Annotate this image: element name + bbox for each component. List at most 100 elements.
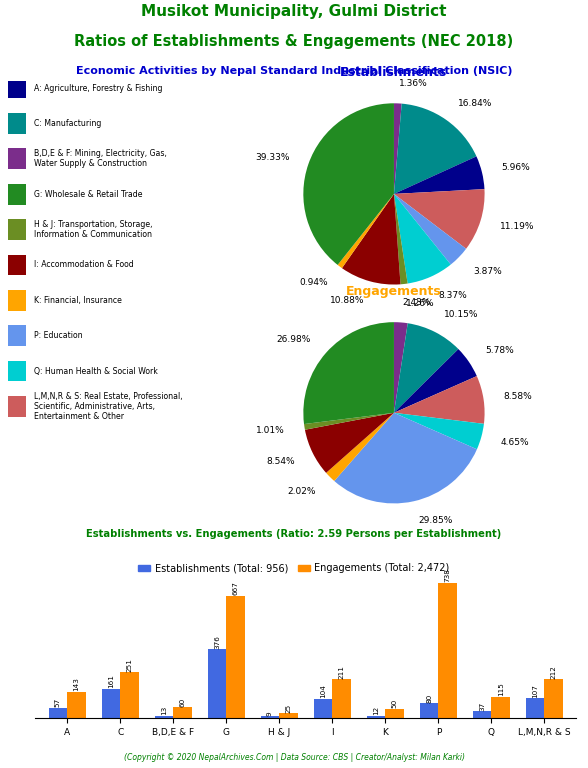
Text: 39.33%: 39.33% [255,153,289,162]
Text: Q: Human Health & Social Work: Q: Human Health & Social Work [34,366,158,376]
Bar [67,692,86,718]
Text: 60: 60 [179,697,185,707]
Text: (Copyright © 2020 NepalArchives.Com | Data Source: CBS | Creator/Analyst: Milan : (Copyright © 2020 NepalArchives.Com | Da… [123,753,465,762]
Text: 13: 13 [161,706,167,715]
Bar [332,680,351,718]
Bar [314,699,332,718]
Text: C: Manufacturing: C: Manufacturing [34,119,102,128]
Text: 8.54%: 8.54% [266,457,295,466]
Text: B,D,E & F: Mining, Electricity, Gas,
Water Supply & Construction: B,D,E & F: Mining, Electricity, Gas, Wat… [34,149,167,168]
Text: 16.84%: 16.84% [457,99,492,108]
Text: 37: 37 [479,701,485,710]
Wedge shape [394,349,477,413]
Text: L,M,N,R & S: Real Estate, Professional,
Scientific, Administrative, Arts,
Entert: L,M,N,R & S: Real Estate, Professional, … [34,392,183,422]
Text: Establishments vs. Engagements (Ratio: 2.59 Persons per Establishment): Establishments vs. Engagements (Ratio: 2… [86,529,502,539]
Text: 8.58%: 8.58% [503,392,532,401]
Text: P: Education: P: Education [34,331,83,340]
Wedge shape [394,413,484,449]
Bar [226,596,245,718]
Text: 0.94%: 0.94% [299,278,328,287]
Bar [155,716,173,718]
Wedge shape [394,194,407,284]
Wedge shape [303,323,394,424]
Bar [120,672,139,718]
Text: 738: 738 [445,568,450,582]
Text: 5.96%: 5.96% [502,163,530,172]
Text: 26.98%: 26.98% [277,335,311,344]
Text: 10.88%: 10.88% [330,296,365,305]
Text: 80: 80 [426,694,432,703]
Text: 376: 376 [214,634,220,649]
Text: 212: 212 [551,665,557,679]
Bar [102,689,120,718]
Text: G: Wholesale & Retail Trade: G: Wholesale & Retail Trade [34,190,143,199]
Text: 9: 9 [267,711,273,716]
Wedge shape [394,376,485,424]
Bar [473,711,492,718]
Wedge shape [305,413,394,473]
Wedge shape [334,413,477,503]
Text: A: Agriculture, Forestry & Fishing: A: Agriculture, Forestry & Fishing [34,84,163,92]
Text: 8.37%: 8.37% [439,290,467,300]
Text: 1.26%: 1.26% [406,300,435,308]
Text: 5.78%: 5.78% [485,346,514,355]
Text: 2.02%: 2.02% [288,487,316,495]
Text: 57: 57 [55,698,61,707]
Bar [208,649,226,718]
Bar [8,396,26,417]
Bar [8,184,26,204]
Wedge shape [394,104,402,194]
Text: 50: 50 [392,699,397,708]
Wedge shape [394,189,485,249]
Wedge shape [303,103,394,265]
Bar [492,697,510,718]
Wedge shape [394,323,459,413]
Text: 2.43%: 2.43% [402,298,431,307]
Text: 251: 251 [126,657,132,671]
Bar [8,361,26,382]
Text: 3.87%: 3.87% [473,266,502,276]
Text: 12: 12 [373,706,379,715]
Text: I: Accommodation & Food: I: Accommodation & Food [34,260,134,270]
Text: 1.01%: 1.01% [256,425,285,435]
Wedge shape [342,194,400,284]
Bar [385,709,404,718]
Text: K: Financial, Insurance: K: Financial, Insurance [34,296,122,305]
Text: 107: 107 [532,684,538,698]
Text: 115: 115 [497,683,504,697]
Bar [49,707,67,718]
Wedge shape [394,194,451,283]
Wedge shape [326,413,394,481]
Text: 211: 211 [339,665,345,679]
Text: 104: 104 [320,684,326,698]
Text: 29.85%: 29.85% [418,516,452,525]
Text: 25: 25 [286,703,292,713]
Bar [8,113,26,134]
Bar [367,716,385,718]
Wedge shape [394,323,407,413]
Text: H & J: Transportation, Storage,
Information & Communication: H & J: Transportation, Storage, Informat… [34,220,153,240]
Bar [8,326,26,346]
Wedge shape [394,157,485,194]
Text: Musikot Municipality, Gulmi District: Musikot Municipality, Gulmi District [141,4,447,19]
Text: 10.15%: 10.15% [444,310,479,319]
Legend: Establishments (Total: 956), Engagements (Total: 2,472): Establishments (Total: 956), Engagements… [135,559,453,578]
Text: 1.36%: 1.36% [399,79,427,88]
Title: Establishments: Establishments [340,67,447,79]
Wedge shape [394,194,466,264]
Bar [544,679,563,718]
Text: 11.19%: 11.19% [500,222,534,231]
Wedge shape [304,413,394,430]
Bar [526,698,544,718]
Bar [279,713,298,718]
Wedge shape [394,104,476,194]
Bar [438,583,457,718]
Bar [260,717,279,718]
Wedge shape [338,194,394,268]
Title: Engagements: Engagements [346,286,442,298]
Text: 161: 161 [108,674,114,688]
Bar [8,148,26,169]
Text: 667: 667 [232,581,239,595]
Text: 143: 143 [74,677,79,691]
Bar [8,78,26,98]
